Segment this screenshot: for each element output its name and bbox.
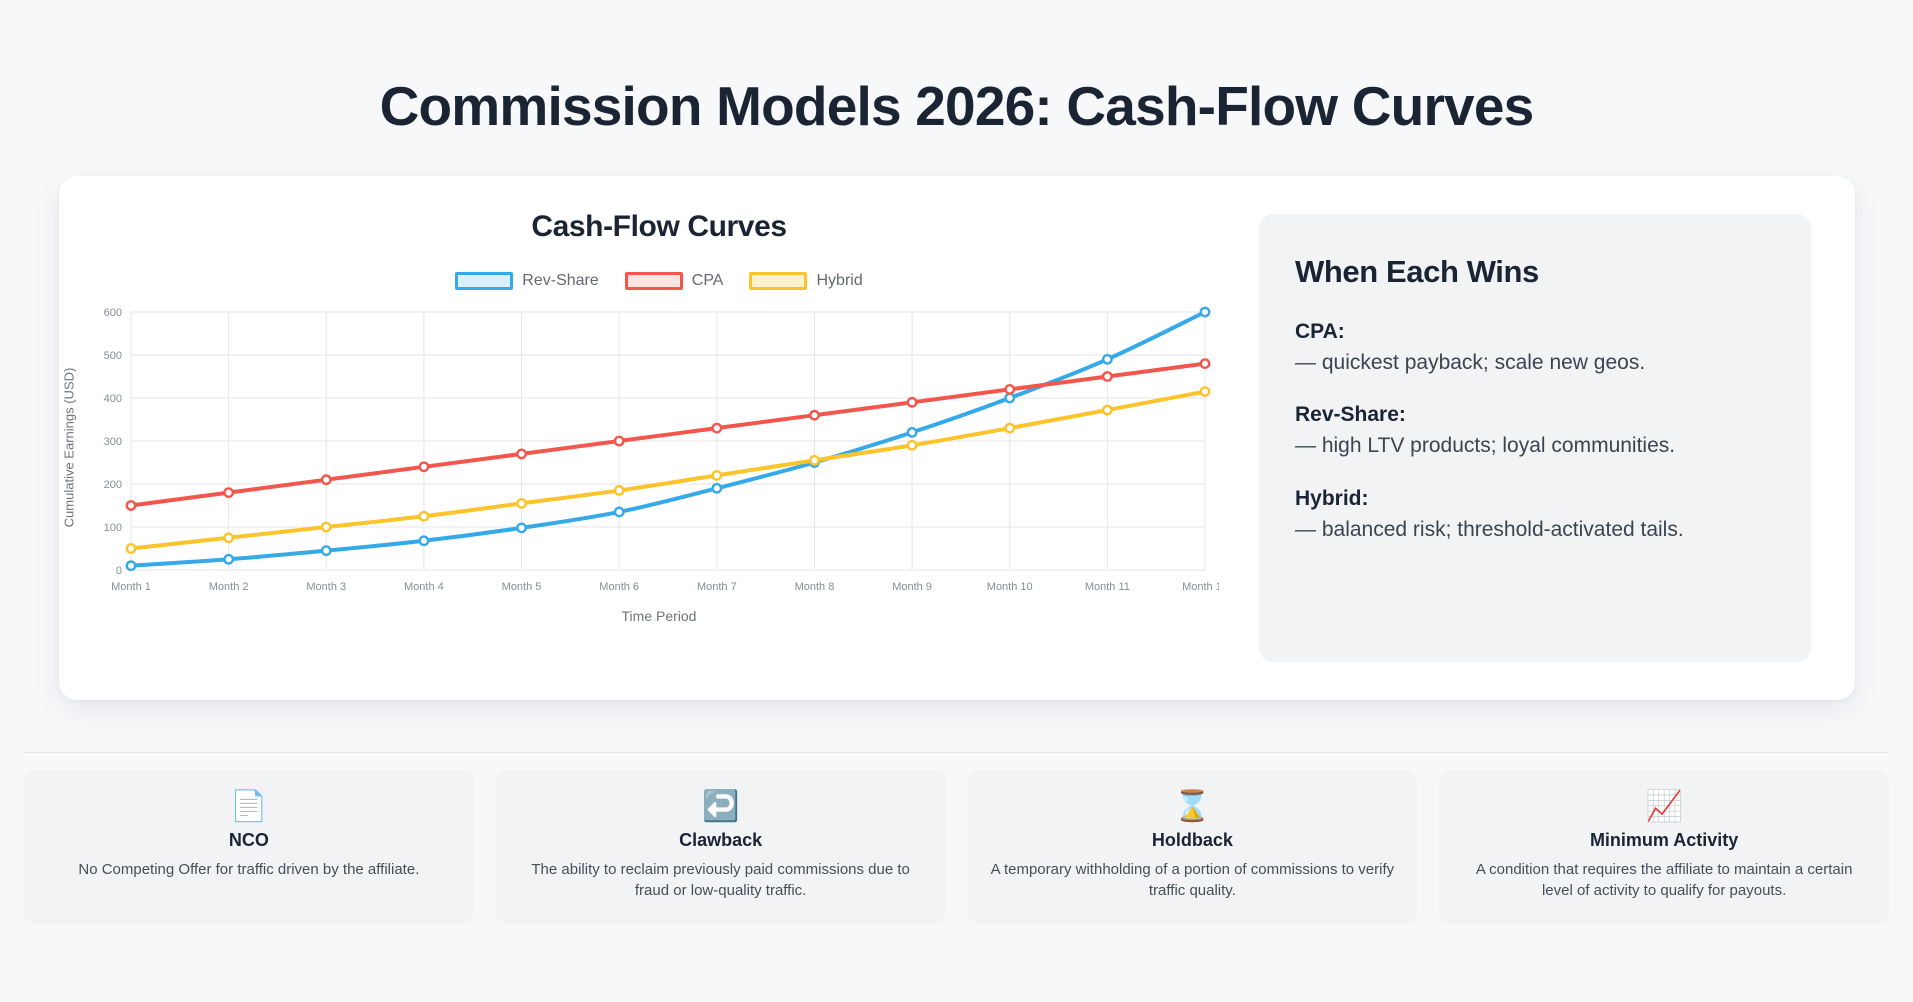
svg-text:Month 2: Month 2: [209, 581, 249, 593]
wins-block-2: Rev-Share: — high LTV products; loyal com…: [1295, 403, 1771, 460]
glossary-term: Minimum Activity: [1589, 830, 1739, 850]
svg-text:400: 400: [104, 393, 122, 405]
line-chart-svg: 0 100 200 300 400 500 600 Month 1 Month 2 Month 3…: [104, 306, 1219, 593]
glossary-definition: The ability to reclaim previously paid c…: [531, 861, 910, 900]
svg-text:Month 12: Month 12: [1182, 581, 1219, 593]
glossary-cards: 📄 NCO No Competing Offer for traffic drive…: [24, 770, 1889, 924]
svg-text:Month 1: Month 1: [111, 581, 151, 593]
page-title: Commission Models 2026: Cash-Flow Curves: [379, 75, 1535, 137]
x-axis-label: Time Period: [621, 608, 697, 624]
svg-text:Month 4: Month 4: [404, 581, 444, 593]
wins-block-3: Hybrid: — balanced risk; threshold-activa…: [1295, 487, 1771, 544]
glossary-term: Clawback: [679, 830, 763, 850]
glossary-card: ↩️ Clawback The ability to reclaim previou…: [495, 770, 946, 924]
svg-text:300: 300: [104, 436, 122, 448]
chart-area: Cash-Flow Curves Rev-Share CPA Hybrid Cu…: [59, 176, 1259, 700]
glossary-card: 📈 Minimum Activity A condition that requir…: [1439, 770, 1889, 924]
chart-increasing-icon: 📈: [1645, 790, 1683, 823]
legend-item-cpa[interactable]: CPA: [624, 272, 724, 290]
series-cpa: [125, 358, 1211, 511]
svg-text:Month 10: Month 10: [987, 581, 1033, 593]
wins-term: Rev-Share:: [1295, 403, 1406, 427]
series-rev-share: [125, 306, 1211, 572]
y-axis-label: Cumulative Earnings (USD): [61, 367, 77, 528]
svg-text:Month 5: Month 5: [502, 581, 542, 593]
main-chart-panel: Cash-Flow Curves Rev-Share CPA Hybrid Cu…: [59, 176, 1855, 700]
legend-swatch-cpa: [624, 272, 683, 290]
svg-text:100: 100: [104, 522, 122, 534]
glossary-definition: A temporary withholding of a portion of …: [990, 861, 1395, 900]
legend-swatch-hybrid: [749, 272, 808, 290]
legend-item-hybrid[interactable]: Hybrid: [749, 272, 863, 290]
wins-term: CPA:: [1295, 320, 1345, 343]
legend-item-rev-share[interactable]: Rev-Share: [455, 272, 599, 290]
glossary-term: NCO: [228, 830, 269, 850]
series-hybrid: [125, 386, 1211, 554]
glossary-definition: No Competing Offer for traffic driven by…: [78, 861, 420, 878]
svg-text:Month 11: Month 11: [1085, 581, 1130, 593]
legend-label-hybrid: Hybrid: [816, 272, 863, 289]
plot-wrapper: Cumulative Earnings (USD) 0 100 200 300 400 5…: [62, 304, 1239, 593]
svg-text:0: 0: [116, 565, 122, 577]
svg-text:200: 200: [104, 479, 122, 491]
legend-swatch-rev-share: [455, 272, 514, 290]
wins-description: — high LTV products; loyal communities.: [1295, 434, 1676, 458]
chart-legend: Rev-Share CPA Hybrid: [79, 272, 1239, 290]
side-panel-title: When Each Wins: [1295, 254, 1539, 289]
return-arrow-icon: ↩️: [701, 790, 740, 823]
svg-text:600: 600: [104, 307, 122, 319]
svg-text:Month 3: Month 3: [306, 581, 346, 593]
svg-text:Month 7: Month 7: [697, 581, 737, 593]
glossary-card: ⌛ Holdback A temporary withholding of a po…: [967, 770, 1418, 924]
legend-label-rev-share: Rev-Share: [522, 272, 599, 289]
glossary-card: 📄 NCO No Competing Offer for traffic drive…: [24, 770, 474, 924]
svg-text:500: 500: [104, 350, 122, 362]
svg-text:Month 9: Month 9: [892, 581, 932, 593]
legend-label-cpa: CPA: [691, 272, 724, 289]
wins-description: — quickest payback; scale new geos.: [1295, 351, 1646, 374]
chart-title: Cash-Flow Curves: [531, 210, 787, 243]
wins-block-1: CPA: — quickest payback; scale new geos.: [1295, 320, 1771, 377]
glossary-definition: A condition that requires the affiliate …: [1475, 861, 1853, 900]
svg-text:Month 8: Month 8: [795, 581, 835, 593]
svg-text:Month 6: Month 6: [599, 581, 639, 593]
wins-list: CPA: — quickest payback; scale new geos. R…: [1295, 320, 1771, 544]
when-each-wins-panel: When Each Wins CPA: — quickest payback; s…: [1259, 214, 1811, 662]
hourglass-icon: ⌛: [1173, 790, 1212, 823]
document-icon: 📄: [230, 790, 268, 823]
wins-description: — balanced risk; threshold-activated tai…: [1295, 517, 1684, 541]
glossary-term: Holdback: [1151, 830, 1233, 850]
wins-term: Hybrid:: [1295, 486, 1369, 510]
section-divider: [24, 752, 1889, 753]
